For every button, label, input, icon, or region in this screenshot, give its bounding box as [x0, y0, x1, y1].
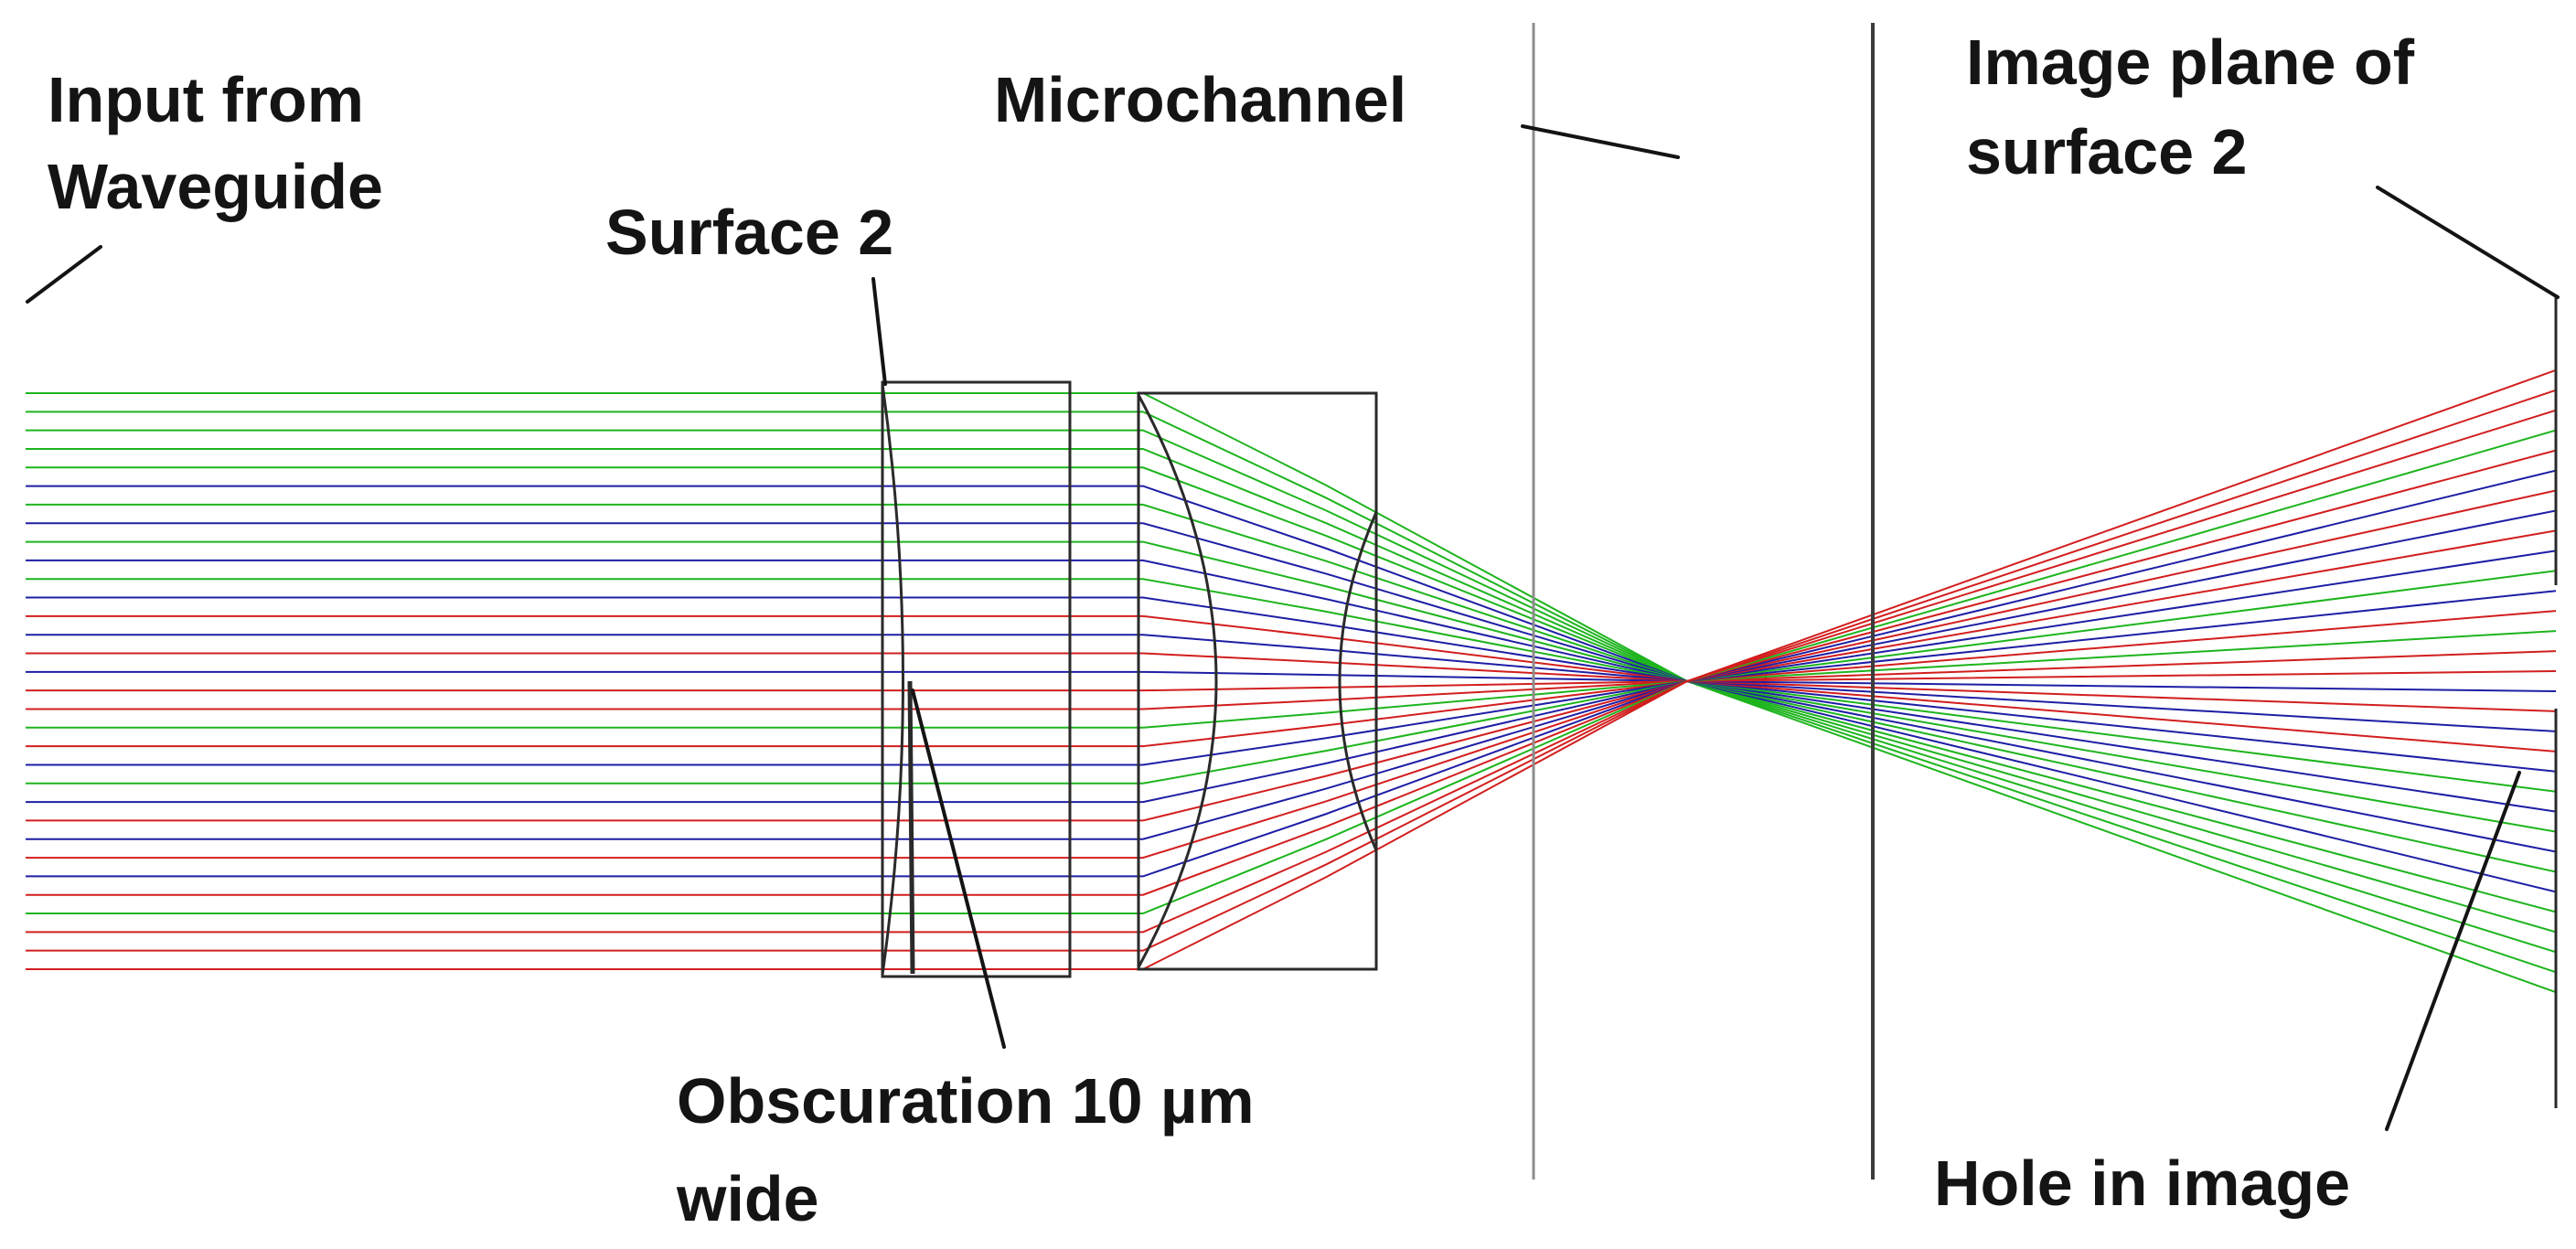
lens-2-front-curve [1137, 394, 1218, 968]
label-obscuration-line2: wide [676, 1163, 819, 1234]
ray-red [26, 614, 2557, 753]
lens-2-box [1137, 391, 1378, 971]
ray-blue [26, 670, 2557, 692]
label-image-plane-line1: Image plane of [1966, 27, 2415, 98]
ray-blue [26, 485, 2557, 893]
ray-red [26, 529, 2557, 822]
leader-hole [2385, 771, 2521, 1131]
leader-surface-2 [871, 277, 887, 386]
leader-lines [26, 124, 2560, 1131]
ray-green [26, 429, 2557, 954]
lens-2-back-curve [1338, 511, 1378, 851]
ray-red [26, 670, 2557, 692]
ray-green [26, 447, 2557, 934]
ray-blue [26, 509, 2557, 840]
ray-blue [26, 559, 2557, 813]
label-obscuration-line1: Obscuration 10 µm [677, 1065, 1255, 1137]
ray-bundle [26, 368, 2557, 994]
ray-green [26, 429, 2557, 915]
ray-blue [26, 590, 2557, 766]
ray-green [26, 570, 2557, 785]
leader-obscuration [911, 689, 1006, 1049]
ray-red [26, 489, 2557, 859]
ray-red [26, 449, 2557, 896]
ray-blue [26, 634, 2557, 732]
ray-green [26, 578, 2557, 793]
label-hole-in-image: Hole in image [1934, 1148, 2350, 1219]
ray-green [26, 630, 2557, 729]
ray-green [26, 392, 2557, 994]
ray-red [26, 409, 2557, 934]
ray-green [26, 503, 2557, 873]
leader-image-plane [2376, 186, 2560, 299]
ray-red [26, 610, 2557, 748]
label-surface-2: Surface 2 [605, 197, 893, 268]
ray-green [26, 540, 2557, 833]
ray-blue [26, 550, 2557, 804]
ray-blue [26, 469, 2557, 878]
label-input-line1: Input from [48, 64, 364, 135]
label-image-plane-line2: surface 2 [1966, 116, 2247, 187]
label-microchannel: Microchannel [994, 64, 1406, 135]
ray-red [26, 652, 2557, 712]
lens-2 [1137, 391, 1378, 971]
leader-input [26, 245, 102, 304]
ray-green [26, 466, 2557, 913]
obscuration [907, 680, 915, 975]
lens-1-box [881, 380, 1072, 978]
ray-red [26, 650, 2557, 710]
ray-blue [26, 596, 2557, 773]
ray-red [26, 368, 2557, 970]
lens-1 [881, 380, 1072, 978]
ray-green [26, 411, 2557, 974]
ray-blue [26, 522, 2557, 853]
ray-red [26, 389, 2557, 952]
label-input-line2: Waveguide [48, 151, 383, 222]
leader-microchannel [1521, 124, 1680, 159]
surface-2-curve [881, 383, 904, 976]
